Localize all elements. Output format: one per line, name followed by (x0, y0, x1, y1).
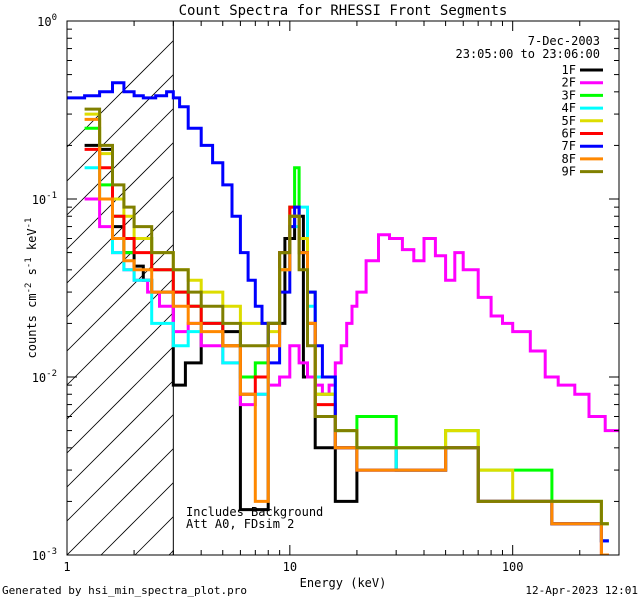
x-tick-label: 10 (283, 560, 297, 574)
annotation-attenuator: Att A0, FDsim 2 (186, 517, 294, 531)
hatch-line (100, 482, 174, 555)
timestamp-label: 12-Apr-2023 12:01 (525, 584, 638, 597)
series-5F-line (84, 112, 609, 526)
legend-label-1F: 1F (562, 63, 576, 77)
y-tick-label: 10-3 (32, 547, 57, 563)
generated-by-label: Generated by hsi_min_spectra_plot.pro (2, 584, 248, 597)
legend-label-9F: 9F (562, 165, 576, 179)
legend-label-2F: 2F (562, 76, 576, 90)
legend-label-7F: 7F (562, 139, 576, 153)
hatch-line (67, 278, 174, 386)
axes: 1 10 100 100 10-1 10-2 10-3 (32, 13, 620, 574)
series-2F-line (84, 197, 619, 433)
x-axis-label: Energy (keV) (300, 576, 387, 590)
x-tick-label: 1 (63, 560, 70, 574)
series-8F-line (84, 117, 609, 555)
y-axis-label: counts cm-2 s-1 keV-1 (24, 218, 39, 359)
hatch-line (67, 40, 174, 148)
hatch-line (168, 550, 174, 555)
y-tick-label: 100 (37, 13, 57, 29)
plot-frame (66, 20, 620, 556)
y-tick-label: 10-2 (32, 369, 57, 385)
legend-label-4F: 4F (562, 101, 576, 115)
hatch-line (67, 244, 174, 352)
hatch-line (67, 346, 174, 454)
date-label: 7-Dec-2003 (528, 34, 600, 48)
hatch-line (134, 516, 174, 555)
legend-label-5F: 5F (562, 114, 576, 128)
y-tick-label: 10-1 (32, 191, 57, 207)
x-tick-label: 100 (502, 560, 524, 574)
chart-title: Count Spectra for RHESSI Front Segments (179, 3, 508, 19)
hatch-line (67, 414, 174, 522)
legend-label-6F: 6F (562, 127, 576, 141)
annotation-background: Includes Background (186, 505, 323, 519)
hatch-line (67, 380, 174, 488)
hatch-line (67, 448, 174, 555)
background-hatch-region (67, 21, 174, 555)
series-9F-line (84, 107, 609, 526)
legend-label-8F: 8F (562, 152, 576, 166)
hatch-line (67, 108, 174, 216)
time-range-label: 23:05:00 to 23:06:00 (456, 47, 601, 61)
hatch-line (67, 142, 174, 250)
series-4F-line (84, 166, 609, 543)
hatch-line (67, 210, 174, 318)
hatch-line (67, 74, 174, 182)
series-7F-line (67, 81, 609, 543)
hatch-line (67, 176, 174, 284)
hatch-line (67, 312, 174, 420)
series-group (67, 81, 619, 555)
legend-label-3F: 3F (562, 88, 576, 102)
